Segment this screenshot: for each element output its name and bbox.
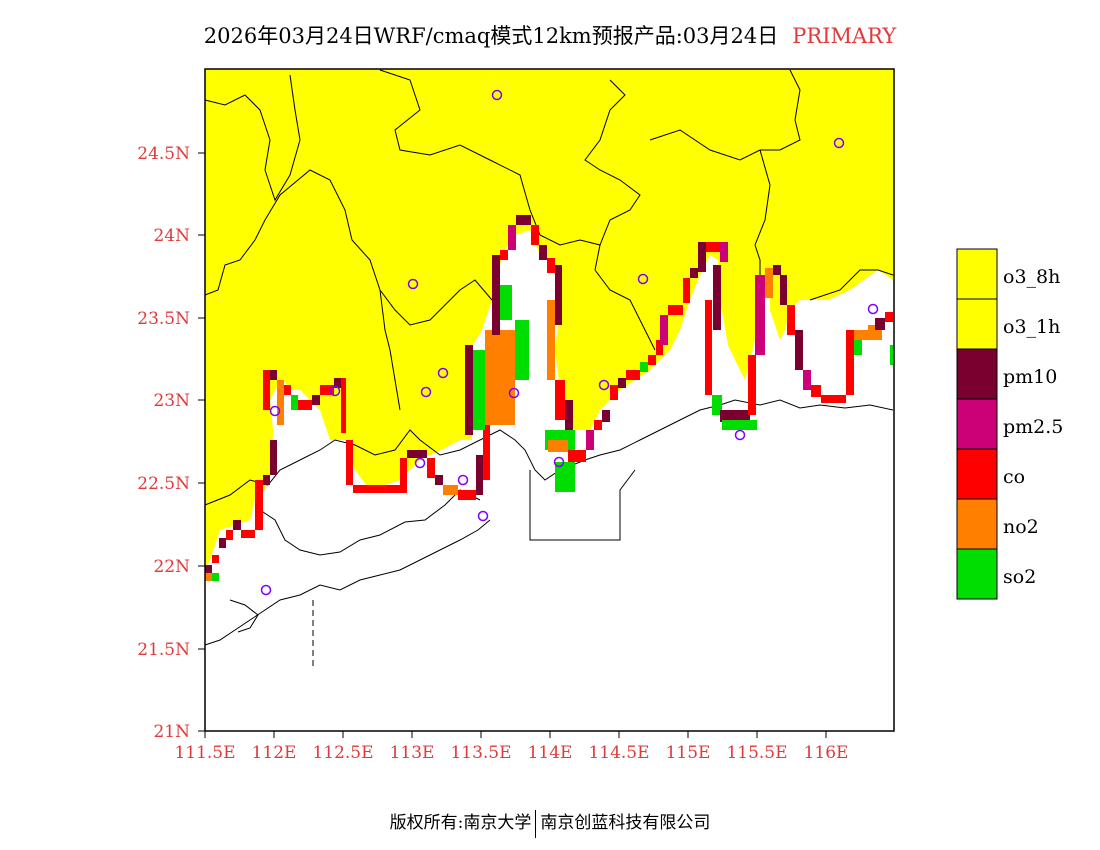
lon-label: 116E <box>804 743 849 763</box>
legend-swatch <box>956 348 998 400</box>
latitude-labels: 24.5N 24N 23.5N 23N 22.5N 22N 21.5N 21N <box>137 144 190 742</box>
axis-ticks <box>198 152 827 738</box>
lat-label: 24N <box>153 226 190 246</box>
lat-label: 22N <box>153 557 190 577</box>
legend-swatch <box>956 298 998 350</box>
legend-swatch <box>956 498 998 550</box>
lat-label: 23N <box>153 391 190 411</box>
station-markers <box>260 89 879 596</box>
lat-label: 24.5N <box>137 144 190 164</box>
lon-label: 114.5E <box>588 743 649 763</box>
footer-left: 版权所有:南京大学 <box>389 813 532 833</box>
footer-separator <box>535 809 537 838</box>
legend-label: o3_8h <box>1003 266 1060 288</box>
legend-label: so2 <box>1003 566 1036 588</box>
province-boundaries <box>204 69 894 411</box>
lon-label: 113E <box>390 743 435 763</box>
legend-label: no2 <box>1003 516 1039 538</box>
legend-label: pm10 <box>1003 366 1057 388</box>
lon-label: 112E <box>252 743 297 763</box>
legend-label: pm2.5 <box>1003 416 1063 438</box>
lon-label: 113.5E <box>450 743 511 763</box>
legend-label: co <box>1003 466 1025 488</box>
copyright-footer: 版权所有:南京大学 南京创蓝科技有限公司 <box>0 808 1100 838</box>
title-main: 2026年03月24日WRF/cmaq模式12km预报产品:03月24日 <box>203 24 779 48</box>
lat-label: 23.5N <box>137 309 190 329</box>
o3-field <box>205 69 893 570</box>
legend-label: o3_1h <box>1003 316 1060 338</box>
lon-label: 111.5E <box>174 743 235 763</box>
pollutant-grid-cells <box>205 215 893 581</box>
lon-label: 112.5E <box>312 743 373 763</box>
title-suffix: PRIMARY <box>792 24 897 48</box>
lat-label: 21N <box>153 722 190 742</box>
legend-swatch <box>956 448 998 500</box>
lon-label: 114E <box>528 743 573 763</box>
longitude-labels: 111.5E 112E 112.5E 113E 113.5E 114E 114.… <box>174 743 848 763</box>
legend-swatch <box>956 398 998 450</box>
footer-right: 南京创蓝科技有限公司 <box>540 813 711 833</box>
legend: o3_8h o3_1h pm10 pm2.5 co no2 so2 <box>956 248 1063 600</box>
map-title: 2026年03月24日WRF/cmaq模式12km预报产品:03月24日 PRIM… <box>0 20 1100 50</box>
lon-label: 115.5E <box>726 743 787 763</box>
lat-label: 21.5N <box>137 640 190 660</box>
lat-label: 22.5N <box>137 474 190 494</box>
legend-swatch <box>956 548 998 600</box>
legend-swatch <box>956 248 998 300</box>
lon-label: 115E <box>666 743 711 763</box>
